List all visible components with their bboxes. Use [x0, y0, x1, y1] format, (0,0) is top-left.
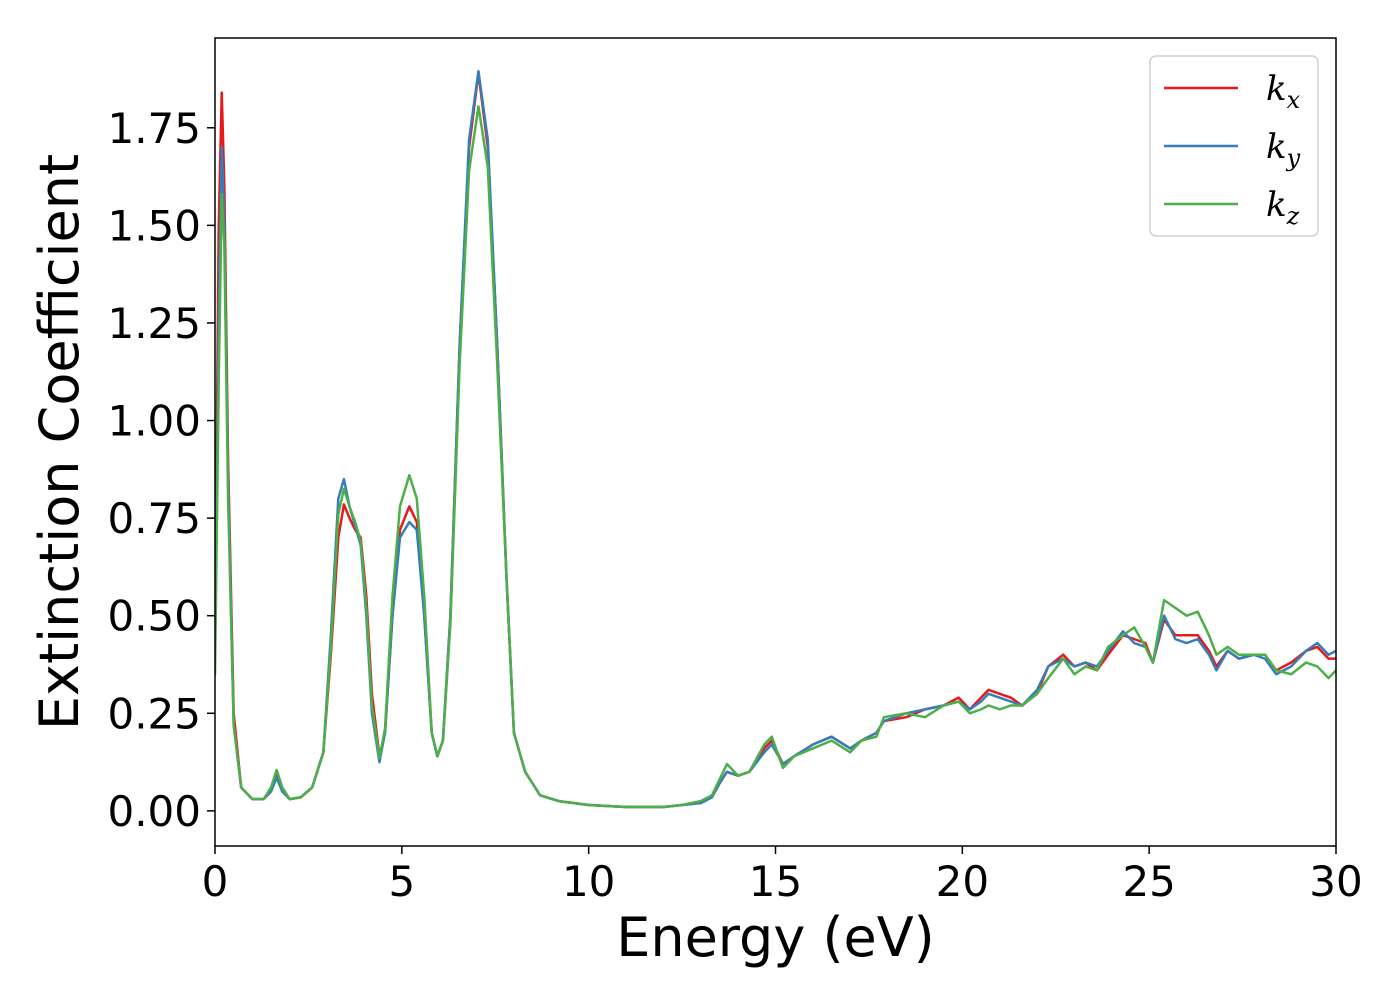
x-tick-label: 0: [202, 857, 229, 906]
x-tick-label: 25: [1122, 857, 1175, 906]
legend-subscript: x: [1287, 86, 1301, 114]
legend-label-ky: ky: [1266, 127, 1301, 172]
x-tick-label: 20: [936, 857, 989, 906]
y-tick-label: 1.50: [107, 201, 201, 250]
series-line-kz: [215, 105, 1336, 809]
legend-symbol: k: [1266, 69, 1287, 109]
x-tick-label: 10: [562, 857, 615, 906]
legend-symbol: k: [1266, 127, 1287, 167]
x-tick-label: 30: [1309, 857, 1362, 906]
x-tick-label: 5: [388, 857, 415, 906]
y-tick-label: 0.00: [107, 787, 201, 836]
legend-subscript: y: [1286, 144, 1301, 172]
x-axis-ticks: 0 5 10 15 20 25 30: [202, 846, 1363, 906]
x-axis-label: Energy (eV): [616, 906, 935, 969]
legend-symbol: k: [1266, 185, 1287, 225]
y-tick-label: 0.25: [107, 689, 201, 738]
y-tick-label: 0.50: [107, 592, 201, 641]
y-axis-ticks: 0.00 0.25 0.50 0.75 1.00 1.25 1.50 1.75: [107, 104, 215, 836]
legend-label-kz: kz: [1266, 185, 1300, 230]
series-lines: [215, 69, 1336, 809]
legend-label-kx: kx: [1266, 69, 1301, 114]
y-tick-label: 0.75: [107, 494, 201, 543]
y-tick-label: 1.00: [107, 397, 201, 446]
y-tick-label: 1.25: [107, 299, 201, 348]
legend-subscript: z: [1286, 202, 1300, 230]
y-tick-label: 1.75: [107, 104, 201, 153]
x-tick-label: 15: [749, 857, 802, 906]
y-axis-label: Extinction Coefficient: [28, 154, 91, 730]
